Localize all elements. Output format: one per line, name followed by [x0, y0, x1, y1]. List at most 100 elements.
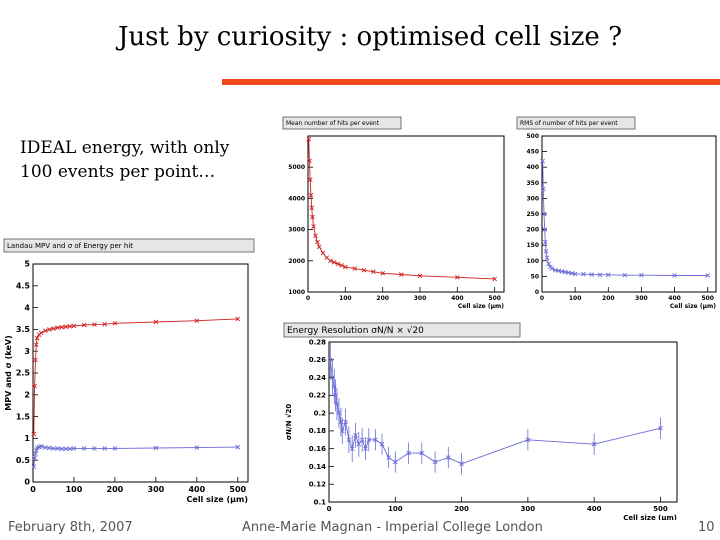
- data-point: [102, 446, 107, 451]
- y-tick-label: 5000: [288, 164, 305, 171]
- data-point: [417, 273, 423, 279]
- y-tick-label: 4: [24, 303, 30, 312]
- data-point: [359, 437, 365, 443]
- y-tick-label: 0.28: [309, 338, 326, 346]
- x-tick-label: 100: [66, 485, 83, 494]
- y-tick-label: 1000: [288, 289, 305, 296]
- x-axis-label: Cell size (μm): [670, 303, 716, 310]
- y-tick-label: 4.5: [16, 281, 31, 290]
- plot-frame: [328, 341, 678, 503]
- y-tick-label: 500: [526, 133, 539, 140]
- ideal-energy-note: IDEAL energy, with only 100 events per p…: [20, 136, 270, 184]
- data-point: [591, 441, 597, 447]
- data-point: [346, 437, 352, 443]
- chart-landau-mpv-sigma: Landau MPV and σ of Energy per hit 0 100 20…: [3, 238, 257, 506]
- x-tick-label: 200: [602, 295, 615, 302]
- data-point: [328, 357, 333, 363]
- data-point: [194, 318, 200, 323]
- data-point: [67, 446, 73, 452]
- chart-title: Mean number of hits per event: [286, 120, 380, 127]
- x-tick-label: 500: [229, 485, 246, 494]
- data-point: [371, 269, 376, 275]
- chart-title-box: [283, 322, 521, 338]
- data-point: [335, 261, 341, 267]
- data-point: [324, 255, 329, 260]
- y-tick-label: 50: [531, 273, 539, 280]
- data-point: [235, 316, 241, 322]
- footer-author: Anne-Marie Magnan - Imperial College Lon…: [242, 520, 543, 535]
- y-tick-label: 0.26: [309, 356, 326, 364]
- y-tick-label: 3.5: [16, 325, 31, 334]
- x-tick-label: 0: [327, 505, 332, 513]
- data-point: [67, 324, 73, 329]
- y-tick-label: 0.24: [309, 374, 326, 382]
- data-point: [33, 342, 39, 347]
- data-point: [63, 446, 69, 452]
- data-point: [672, 273, 677, 278]
- data-point: [309, 205, 315, 211]
- data-point: [34, 335, 40, 341]
- slide-title: Just by curiosity : optimised cell size …: [117, 22, 623, 52]
- data-point: [597, 272, 603, 278]
- data-point: [59, 446, 64, 452]
- data-point: [153, 445, 159, 451]
- data-point: [399, 272, 404, 277]
- y-tick-label: 0.14: [309, 463, 326, 471]
- x-tick-label: 400: [587, 505, 602, 513]
- y-tick-label: 2000: [288, 258, 305, 265]
- y-tick-label: 0.2: [314, 409, 327, 417]
- x-tick-label: 500: [701, 295, 714, 302]
- x-tick-label: 400: [668, 295, 681, 302]
- chart-background: [516, 116, 720, 310]
- data-point: [605, 272, 611, 278]
- data-point: [339, 428, 345, 434]
- series-line: [329, 359, 661, 465]
- x-tick-label: 500: [488, 295, 501, 302]
- chart-title: Landau MPV and σ of Energy per hit: [7, 242, 133, 250]
- data-point: [81, 446, 87, 451]
- chart-background: [283, 322, 683, 520]
- data-point: [525, 437, 531, 443]
- data-point: [639, 272, 644, 278]
- x-tick-label: 300: [414, 295, 427, 302]
- chart-mean-hits-svg: Mean number of hits per event 0 100 200 300 4…: [282, 116, 510, 310]
- data-point: [353, 433, 358, 438]
- y-tick-label: 150: [526, 242, 539, 249]
- x-tick-label: 300: [635, 295, 648, 302]
- chart-title: Energy Resolution σN/N × √20: [287, 325, 424, 336]
- data-point: [379, 441, 385, 447]
- data-point: [307, 177, 313, 182]
- data-point: [32, 383, 37, 389]
- x-tick-label: 400: [451, 295, 464, 302]
- data-point: [622, 272, 628, 278]
- data-point: [361, 267, 367, 273]
- data-point: [92, 322, 97, 327]
- data-point: [373, 437, 378, 443]
- y-tick-label: 450: [526, 149, 539, 156]
- y-tick-label: 3: [24, 347, 30, 356]
- y-tick-label: 200: [526, 227, 539, 234]
- x-tick-label: 200: [376, 295, 389, 302]
- y-tick-label: 250: [526, 211, 539, 218]
- data-point: [92, 446, 97, 451]
- y-tick-label: 1.5: [16, 412, 31, 421]
- data-point: [51, 446, 56, 451]
- data-point: [705, 273, 711, 278]
- data-point: [392, 459, 398, 465]
- data-point: [328, 258, 333, 264]
- data-point: [38, 330, 44, 336]
- data-point: [47, 445, 52, 451]
- data-point: [55, 325, 60, 330]
- chart-mean-hits: Mean number of hits per event 0 100 200 300 4…: [282, 116, 510, 310]
- data-point: [307, 158, 312, 164]
- y-tick-label: 100: [526, 258, 539, 265]
- chart-energy-resolution: Energy Resolution σN/N × √20 0 100 200 300 40…: [283, 322, 683, 520]
- x-tick-label: 0: [30, 485, 36, 494]
- data-point: [32, 455, 37, 461]
- y-tick-label: 3000: [288, 227, 305, 234]
- data-point: [38, 443, 44, 449]
- chart-title: RMS of number of hits per event: [520, 120, 618, 127]
- x-tick-label: 200: [454, 505, 469, 513]
- data-point: [334, 401, 340, 407]
- y-tick-label: 2.5: [16, 369, 31, 378]
